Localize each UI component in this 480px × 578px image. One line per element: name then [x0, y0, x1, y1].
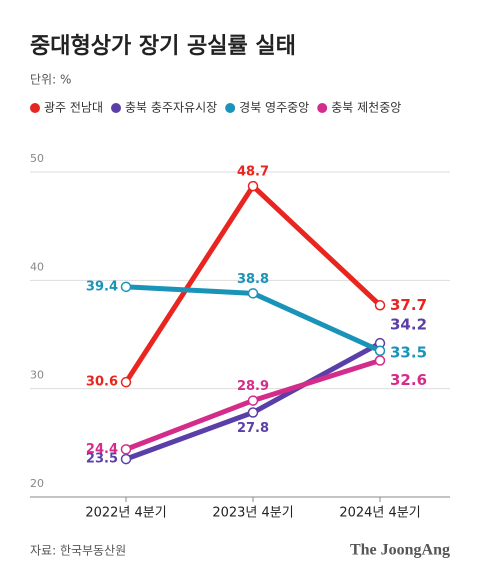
data-label: 27.8 [237, 421, 269, 436]
chart-title: 중대형상가 장기 공실률 실태 [30, 34, 296, 59]
point [374, 345, 386, 356]
legend-marker [317, 103, 328, 113]
data-label: 48.7 [237, 165, 269, 180]
brand: The JoongAng [350, 542, 450, 559]
point [120, 444, 132, 455]
point [120, 453, 132, 465]
data-label: 30.6 [86, 375, 118, 390]
point [247, 395, 259, 406]
legend-label: 광주 전남대 [44, 101, 103, 115]
y-tick-label: 30 [30, 369, 44, 382]
y-tick-label: 50 [30, 152, 44, 165]
point [247, 407, 259, 418]
data-label: 23.5 [86, 452, 118, 467]
legend-marker [225, 103, 236, 113]
legend-label: 경북 영주중앙 [239, 101, 309, 115]
point [374, 300, 386, 311]
legend-marker [30, 103, 40, 113]
point [374, 355, 386, 366]
data-label: 32.6 [390, 371, 427, 389]
data-label: 28.9 [237, 379, 269, 394]
x-tick-label: 2024년 4분기 [339, 506, 420, 521]
x-tick-label: 2022년 4분기 [85, 506, 166, 521]
subtitle: 단위: % [30, 73, 71, 87]
point [247, 180, 259, 192]
data-label: 38.8 [237, 272, 269, 287]
data-label: 24.4 [86, 442, 118, 457]
point [120, 281, 132, 293]
point [120, 376, 132, 388]
data-label: 37.7 [390, 296, 427, 314]
data-label: 39.4 [86, 279, 118, 294]
legend-label: 충북 제천중앙 [331, 100, 401, 115]
y-tick-label: 20 [30, 477, 44, 490]
data-label: 34.2 [390, 316, 427, 334]
y-tick-label: 40 [30, 260, 44, 273]
data-label: 33.5 [390, 343, 427, 361]
source: 자료: 한국부동산원 [30, 544, 126, 558]
legend-label: 충북 충주자유시장 [125, 101, 217, 115]
point [247, 288, 259, 299]
legend-marker [111, 103, 122, 113]
x-tick-label: 2023년 4분기 [212, 506, 293, 521]
